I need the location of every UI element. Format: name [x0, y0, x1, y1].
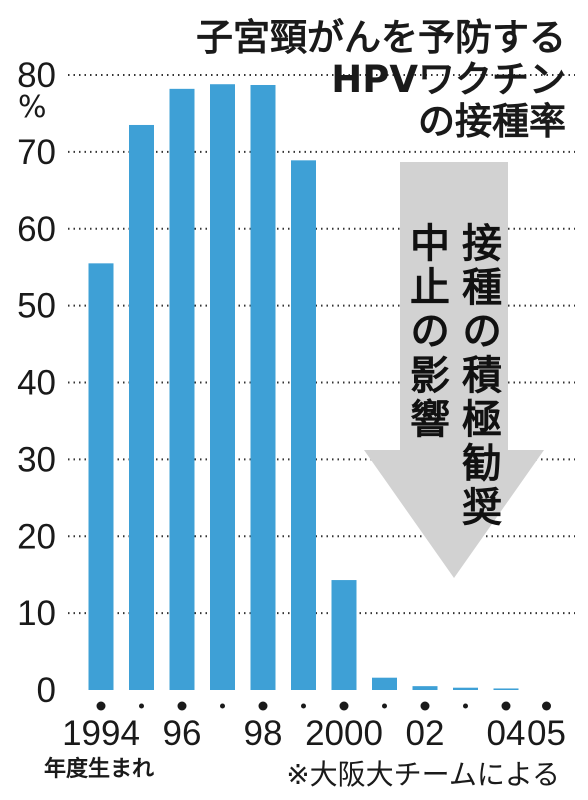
y-tick-label: 10	[17, 594, 56, 633]
y-tick-label: 60	[17, 210, 56, 249]
x-tick-mark	[177, 701, 187, 711]
bar	[210, 84, 235, 691]
bar	[169, 88, 195, 690]
y-tick-label: 30	[17, 440, 56, 479]
x-tick-mark	[301, 703, 306, 709]
x-tick-label: 96	[163, 714, 202, 753]
y-tick-label: 40	[17, 364, 56, 403]
annotation: 接種の積極勧奨 中止の影響	[403, 222, 502, 530]
bar	[331, 580, 357, 690]
y-tick-label: 70	[17, 133, 56, 172]
x-tick-mark	[339, 701, 349, 711]
source-note: ※大阪大チームによる	[286, 758, 560, 791]
chart-title: 子宮頸がんを予防する HPVワクチン の接種率	[196, 16, 566, 143]
down-arrow-shape	[364, 162, 544, 578]
x-tick-mark	[258, 701, 268, 711]
bar	[129, 124, 154, 690]
x-tick-mark	[501, 701, 511, 711]
title-line-3: の接種率	[418, 100, 566, 143]
x-tick-mark	[139, 703, 144, 709]
arrow-layer	[364, 162, 544, 578]
y-tick-label: 20	[17, 517, 56, 556]
title-line-1: 子宮頸がんを予防する	[196, 16, 566, 59]
x-tick-mark	[420, 701, 430, 711]
annotation-column-2: 中止の影響	[403, 222, 450, 442]
y-tick-label: 0	[37, 671, 56, 710]
x-tick-mark	[96, 701, 106, 711]
x-tick-mark	[220, 703, 225, 709]
x-tick-label: 04	[487, 714, 526, 753]
x-tick-label: 2000	[305, 714, 383, 753]
x-tick-mark	[382, 703, 387, 709]
y-tick-label: 50	[17, 287, 56, 326]
y-tick-label: 80	[17, 56, 56, 95]
annotation-column-1: 接種の積極勧奨	[455, 222, 502, 530]
unit-label: %	[18, 90, 47, 125]
x-tick-label: 05	[527, 714, 566, 753]
x-tick-mark	[463, 703, 468, 709]
bar	[453, 687, 478, 690]
title-line-2: HPVワクチン	[331, 58, 566, 101]
x-tick-label: 1994	[62, 714, 140, 753]
bar-layer	[88, 84, 519, 691]
tick-layer: 0 10 20 30 40 50 60 70 80 1994 96 98 2000 02 04 05	[17, 56, 566, 753]
bar	[412, 686, 438, 690]
x-axis-label: 年度生まれ	[44, 756, 154, 782]
bar	[372, 677, 397, 690]
bar	[291, 160, 316, 691]
x-tick-label: 98	[244, 714, 283, 753]
bar	[493, 688, 519, 690]
bar	[88, 263, 114, 690]
x-tick-label: 02	[406, 714, 445, 753]
grid-layer	[68, 74, 575, 615]
bar	[250, 84, 276, 690]
x-tick-mark	[542, 701, 551, 711]
